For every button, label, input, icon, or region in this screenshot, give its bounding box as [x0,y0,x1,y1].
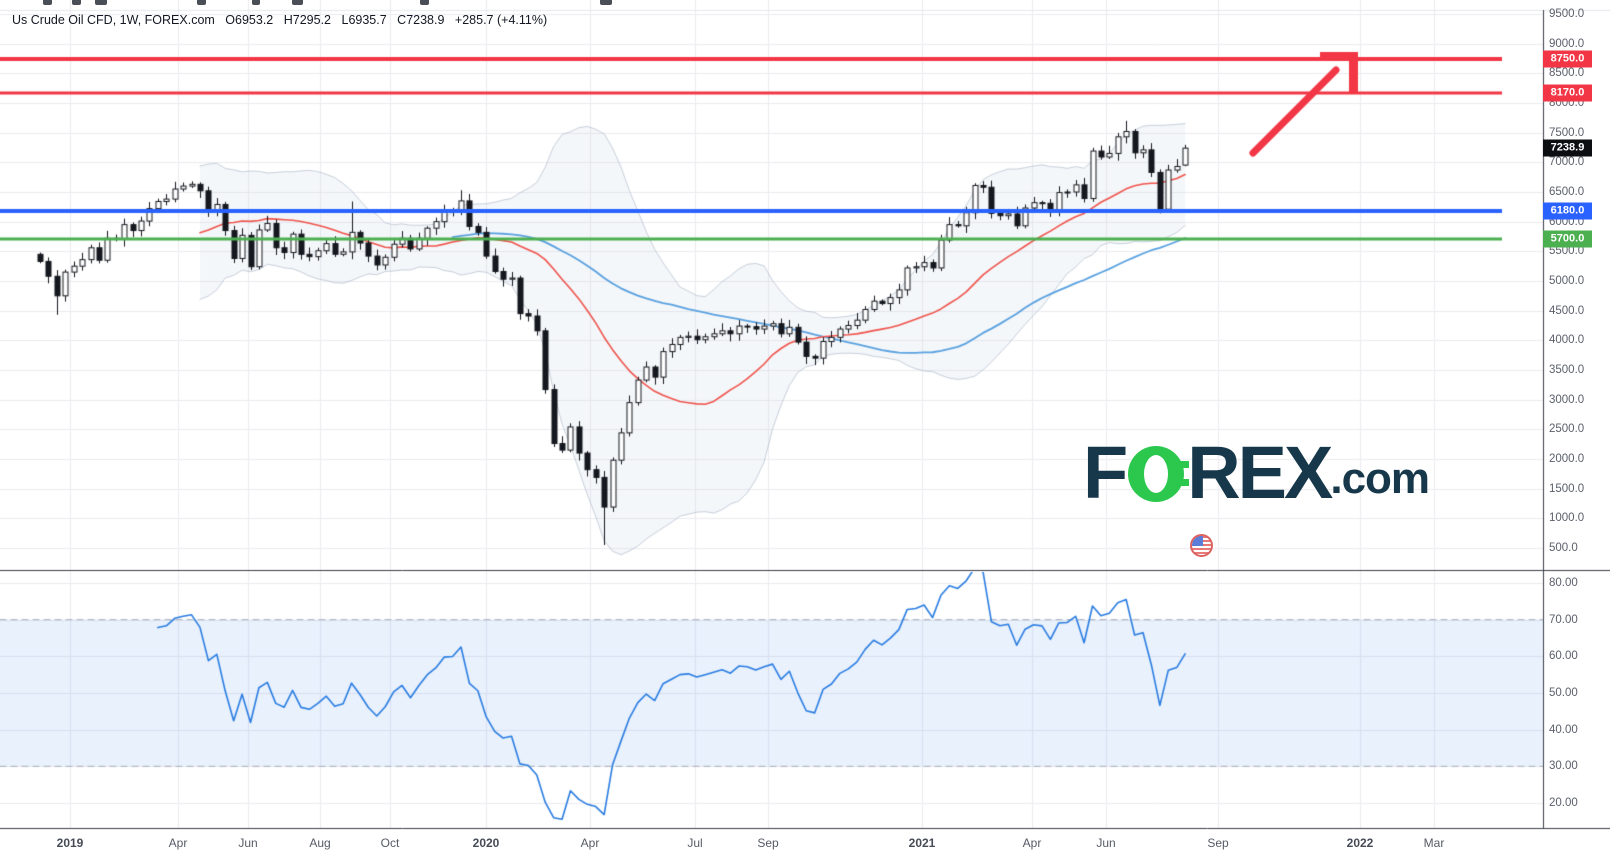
ohlc-close: C7238.9 [397,13,445,27]
price-tick-label: 2000.0 [1549,453,1585,465]
rsi-tick-label: 30.00 [1549,760,1578,773]
logo-o-hole [1144,455,1169,493]
last-price-label: 7238.9 [1543,139,1592,157]
level-label-6180.0: 6180.0 [1543,202,1592,220]
time-tick-label: Apr [168,836,188,850]
time-tick-label: Jun [238,836,258,850]
time-tick-label: Apr [580,836,600,850]
logo-text-com: .com [1330,454,1430,503]
symbol-title: Us Crude Oil CFD, 1W, FOREX.com [12,13,215,27]
rsi-tick-label: 80.00 [1549,577,1578,589]
ohlc-high: H7295.2 [283,13,332,27]
time-tick-label: Oct [380,836,400,850]
price-tick-label: 3000.0 [1549,393,1585,406]
price-tick-label: 7500.0 [1549,126,1585,139]
price-tick-label: 5000.0 [1549,275,1585,287]
flag-canton [1192,536,1203,546]
price-tick-label: 3500.0 [1549,364,1585,376]
price-tick-label: 1500.0 [1549,482,1585,495]
time-tick-label: Sep [757,836,779,850]
cropped-toolbar-fragment [420,0,429,5]
rsi-tick-label: 40.00 [1549,723,1578,736]
rsi-tick-label: 20.00 [1549,797,1578,809]
ohlc-change: +285.7 (+4.11%) [454,13,548,27]
price-tick-label: 5500.0 [1549,245,1585,258]
level-label-8170.0: 8170.0 [1543,84,1592,102]
ohlc-low: L6935.7 [341,13,387,27]
logo-text-rex: REX [1187,431,1333,514]
price-tick-label: 1000.0 [1549,512,1585,525]
rsi-tick-label: 60.00 [1549,650,1578,663]
price-tick-label: 6500.0 [1549,186,1585,198]
time-tick-label: 2020 [472,836,500,850]
time-tick-label: Mar [1423,836,1445,850]
rsi-tick-label: 50.00 [1549,687,1578,699]
price-tick-label: 8500.0 [1549,67,1585,80]
cropped-toolbar-fragment [43,0,52,5]
time-tick-label: Jun [1096,836,1116,850]
level-label-5700.0: 5700.0 [1543,230,1592,248]
time-tick-label: Apr [1022,836,1042,850]
cropped-toolbar-fragment [252,0,260,5]
us-flag-icon [1190,534,1213,557]
logo-text-f: F [1083,431,1128,514]
logo-o-icon [1128,446,1190,502]
cropped-toolbar-fragment [292,0,303,5]
rsi-tick-label: 70.00 [1549,613,1578,626]
price-tick-label: 500.0 [1549,542,1578,554]
cropped-toolbar-fragment [197,0,206,5]
level-label-8750.0: 8750.0 [1543,50,1592,67]
cropped-toolbar-fragment [95,0,107,5]
price-tick-label: 9000.0 [1549,37,1585,50]
price-tick-label: 4500.0 [1549,304,1585,317]
cropped-toolbar-fragment [600,0,612,5]
logo-o-bar [1169,479,1190,486]
price-tick-label: 9500.0 [1549,8,1585,20]
price-tick-label: 4000.0 [1549,334,1585,347]
time-tick-label: 2021 [908,836,936,850]
time-tick-label: Sep [1207,836,1229,850]
time-tick-label: Aug [309,836,331,850]
logo-o-bar [1169,461,1190,468]
chart-legend[interactable]: Us Crude Oil CFD, 1W, FOREX.com O6953.2 … [12,13,554,27]
time-tick-label: 2019 [56,836,84,850]
time-tick-label: Jul [687,836,703,850]
time-tick-label: 2022 [1346,836,1374,850]
price-tick-label: 2500.0 [1549,423,1585,436]
cropped-toolbar-fragment [72,0,81,5]
forex-com-logo: F REX .com [1083,431,1430,514]
ohlc-open: O6953.2 [225,13,274,27]
price-tick-label: 7000.0 [1549,156,1585,169]
